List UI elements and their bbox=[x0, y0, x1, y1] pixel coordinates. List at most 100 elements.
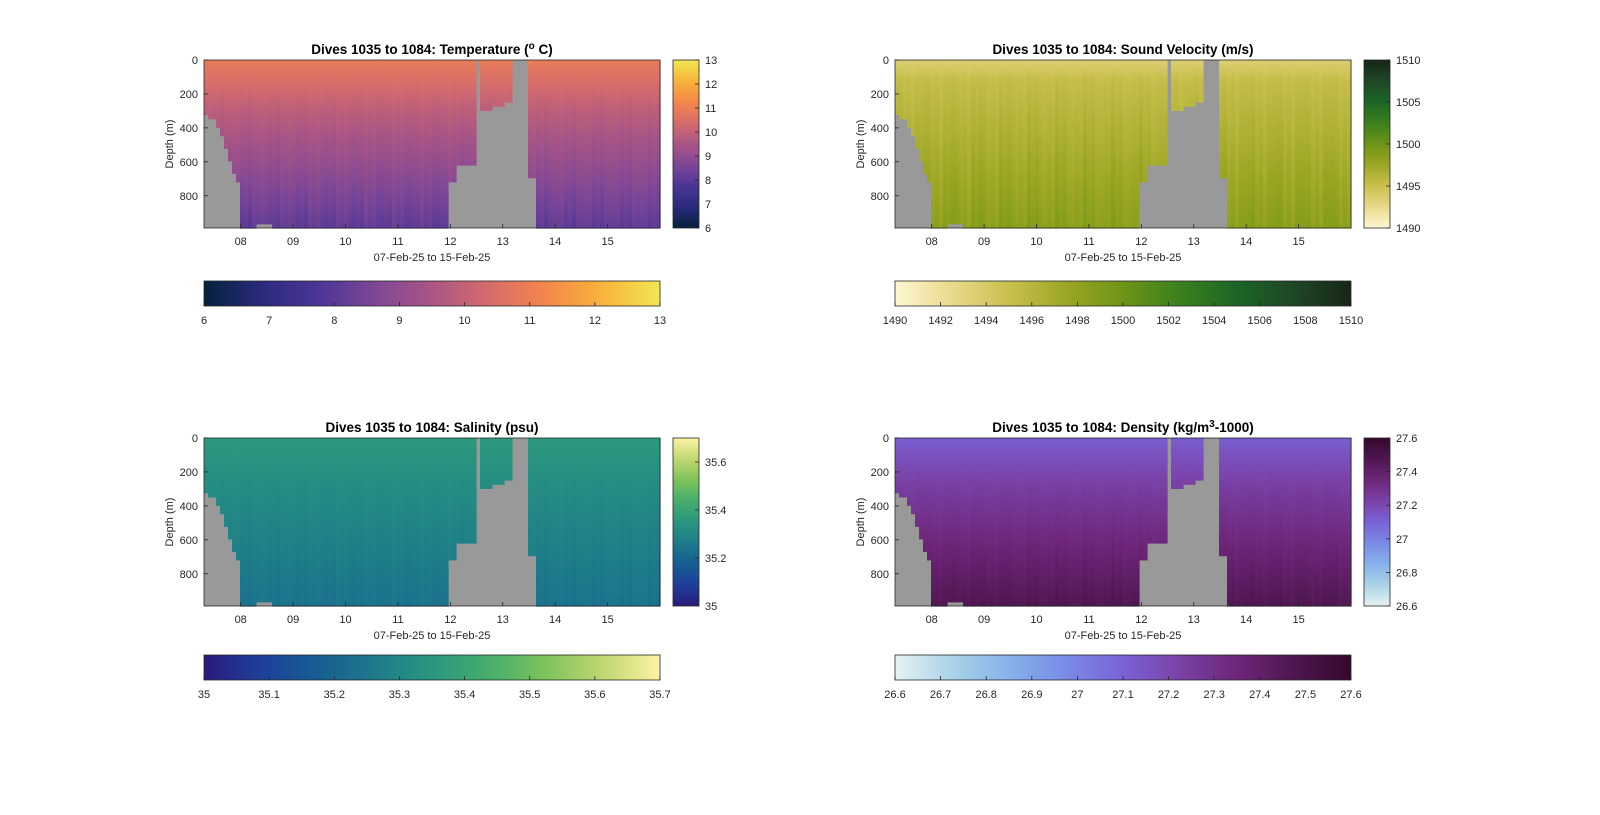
data-cell bbox=[324, 182, 329, 187]
data-cell bbox=[372, 203, 377, 208]
data-cell bbox=[999, 131, 1004, 136]
data-cell bbox=[336, 98, 341, 103]
data-cell bbox=[368, 220, 373, 225]
data-cell bbox=[372, 152, 377, 157]
data-cell bbox=[416, 182, 421, 187]
data-cell bbox=[636, 152, 641, 157]
data-cell bbox=[644, 161, 649, 166]
data-cell bbox=[284, 98, 289, 103]
data-cell bbox=[995, 144, 1000, 149]
data-cell bbox=[556, 77, 561, 82]
data-cell bbox=[312, 127, 317, 132]
data-cell bbox=[428, 215, 433, 220]
data-cell bbox=[376, 98, 381, 103]
data-cell bbox=[408, 215, 413, 220]
data-cell bbox=[991, 89, 996, 94]
data-cell bbox=[284, 161, 289, 166]
data-cell bbox=[448, 73, 453, 78]
data-cell bbox=[264, 165, 269, 170]
data-cell bbox=[991, 73, 996, 78]
data-cell bbox=[983, 131, 988, 136]
data-cell bbox=[979, 119, 984, 124]
data-cell bbox=[436, 140, 441, 145]
data-cell bbox=[316, 64, 321, 69]
x-tick-label: 09 bbox=[287, 236, 299, 248]
data-cell bbox=[528, 173, 533, 178]
data-cell bbox=[352, 161, 357, 166]
data-cell bbox=[408, 194, 413, 199]
data-cell bbox=[975, 85, 980, 90]
data-cell bbox=[999, 85, 1004, 90]
data-cell bbox=[584, 102, 589, 107]
data-cell bbox=[947, 144, 952, 149]
data-cell bbox=[1011, 68, 1016, 73]
data-cell bbox=[460, 110, 465, 115]
data-cell bbox=[272, 127, 277, 132]
data-cell bbox=[380, 102, 385, 107]
data-cell bbox=[444, 119, 449, 124]
data-cell bbox=[396, 182, 401, 187]
colorbar-bottom-label: 11 bbox=[524, 315, 535, 327]
data-cell bbox=[452, 64, 457, 69]
data-cell bbox=[296, 215, 301, 220]
data-cell bbox=[576, 144, 581, 149]
data-cell bbox=[356, 136, 361, 141]
data-cell bbox=[276, 173, 281, 178]
data-cell bbox=[444, 194, 449, 199]
data-cell bbox=[612, 89, 617, 94]
data-cell bbox=[224, 73, 229, 78]
data-cell bbox=[620, 64, 625, 69]
data-cell bbox=[608, 182, 613, 187]
data-cell bbox=[1015, 152, 1020, 157]
data-cell bbox=[384, 148, 389, 153]
data-cell bbox=[919, 119, 924, 124]
data-cell bbox=[955, 73, 960, 78]
data-cell bbox=[600, 64, 605, 69]
data-cell bbox=[220, 119, 225, 124]
data-cell bbox=[939, 203, 944, 208]
data-cell bbox=[939, 173, 944, 178]
data-cell bbox=[364, 220, 369, 225]
data-cell bbox=[352, 207, 357, 212]
data-cell bbox=[931, 60, 936, 65]
data-cell bbox=[536, 140, 541, 145]
data-cell bbox=[632, 203, 637, 208]
data-cell bbox=[564, 161, 569, 166]
data-cell bbox=[1015, 136, 1020, 141]
data-cell bbox=[356, 148, 361, 153]
data-cell bbox=[552, 144, 557, 149]
data-cell bbox=[312, 220, 317, 225]
data-cell bbox=[272, 211, 277, 216]
data-cell bbox=[1003, 81, 1008, 86]
data-cell bbox=[408, 186, 413, 191]
data-cell bbox=[963, 152, 968, 157]
data-cell bbox=[947, 211, 952, 216]
data-cell bbox=[540, 73, 545, 78]
data-cell bbox=[951, 81, 956, 86]
data-cell bbox=[376, 207, 381, 212]
data-cell bbox=[644, 110, 649, 115]
data-cell bbox=[983, 157, 988, 162]
data-cell bbox=[572, 182, 577, 187]
data-cell bbox=[568, 203, 573, 208]
data-cell bbox=[256, 182, 261, 187]
data-cell bbox=[344, 194, 349, 199]
data-cell bbox=[644, 81, 649, 86]
data-cell bbox=[280, 220, 285, 225]
data-cell bbox=[232, 127, 237, 132]
data-cell bbox=[220, 110, 225, 115]
data-cell bbox=[316, 182, 321, 187]
data-cell bbox=[260, 186, 265, 191]
data-cell bbox=[372, 127, 377, 132]
data-cell bbox=[943, 85, 948, 90]
data-cell bbox=[496, 73, 501, 78]
data-cell bbox=[300, 110, 305, 115]
data-cell bbox=[332, 127, 337, 132]
data-cell bbox=[400, 98, 405, 103]
data-cell bbox=[320, 199, 325, 204]
data-cell bbox=[612, 110, 617, 115]
data-cell bbox=[424, 85, 429, 90]
data-cell bbox=[632, 157, 637, 162]
data-cell bbox=[504, 77, 509, 82]
data-cell bbox=[292, 85, 297, 90]
